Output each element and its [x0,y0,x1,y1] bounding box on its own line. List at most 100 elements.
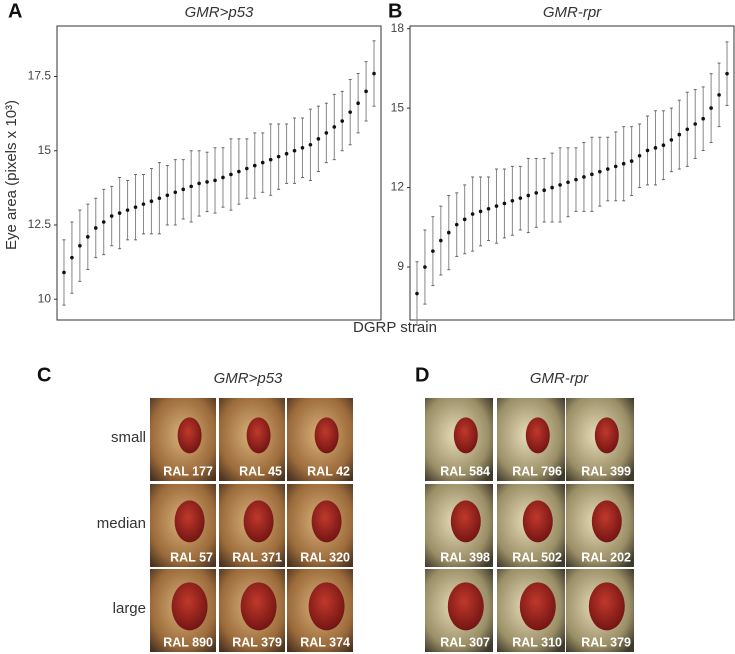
strain-label: RAL 310 [512,635,562,649]
mean-point [86,235,90,239]
fly-eye [591,500,622,543]
mean-point [260,160,265,165]
mean-point [685,127,690,132]
fly-eye [594,417,619,454]
plot-frame [409,25,735,321]
panel-letter: A [8,0,22,22]
y-tick-label: 12.5 [28,217,52,231]
mean-point [526,193,531,198]
mean-point [125,208,130,212]
mean-point [221,175,225,180]
mean-point [709,106,713,110]
mean-point [62,270,66,275]
mean-point [109,214,114,218]
mean-point [542,188,546,193]
strain-label: RAL 57 [170,550,213,564]
strain-label: RAL 371 [232,550,282,564]
y-tick-label: 15 [391,100,405,114]
strain-label: RAL 399 [581,464,631,478]
fly-eye [311,500,342,543]
mean-point [725,71,729,76]
mean-point [582,175,586,179]
fly-eye [519,582,556,631]
mean-point [717,93,721,97]
strain-label: RAL 379 [232,635,282,649]
fly-eye [588,582,625,631]
y-tick-label: 10 [38,291,52,305]
panel-title: GMR-rpr [543,4,602,21]
mean-point [133,205,138,209]
mean-point [173,190,178,195]
mean-point [364,89,368,94]
mean-point [669,138,674,142]
fly-eye [243,500,274,543]
mean-point [157,196,162,201]
strain-label: RAL 320 [300,550,350,564]
y-tick-label: 15 [38,143,52,157]
mean-point [645,148,650,153]
strain-label: RAL 398 [440,550,490,564]
y-tick-label: 17.5 [28,69,52,83]
mean-point [189,184,193,189]
mean-point [268,157,273,162]
x-axis-label: DGRP strain [353,319,437,336]
mean-point [205,180,209,184]
mean-point [677,132,682,137]
mean-point [292,148,297,153]
mean-point [653,146,658,150]
y-axis-label: Eye area (pixels x 10³) [3,100,20,250]
mean-point [534,191,539,195]
strain-label: RAL 379 [581,635,631,649]
mean-point [439,238,443,243]
fly-eye [171,582,208,631]
fly-eye [450,500,481,543]
strain-label: RAL 890 [163,635,213,649]
mean-point [372,71,376,76]
mean-point [229,172,233,177]
mean-point [566,180,570,185]
mean-point [213,178,217,183]
fly-eye [240,582,277,631]
mean-point [300,145,305,150]
y-tick-label: 12 [391,180,405,194]
mean-point [276,154,281,159]
mean-point [590,172,594,177]
mean-point [101,220,106,224]
mean-point [117,211,122,215]
mean-point [478,209,483,214]
mean-point [605,167,610,171]
mean-point [510,199,515,203]
mean-point [245,166,249,171]
strain-label: RAL 177 [163,464,213,478]
fly-eye [522,500,553,543]
mean-point [141,202,146,206]
mean-point [661,143,666,147]
plot-frame [56,25,382,321]
mean-point [78,243,82,248]
strain-label: RAL 202 [581,550,631,564]
mean-point [316,137,321,141]
mean-point [462,217,467,222]
fly-eye [174,500,205,543]
mean-point [332,125,337,129]
fly-eye [525,417,550,454]
mean-point [494,204,499,208]
mean-point [93,226,98,230]
mean-point [181,187,186,192]
mean-point [348,110,352,114]
fly-eye [314,417,339,454]
mean-point [693,122,698,126]
row-label: small [111,429,146,446]
fly-eye [308,582,345,631]
mean-point [518,196,523,200]
mean-point [574,177,578,182]
mean-point [550,185,554,190]
strain-label: RAL 307 [440,635,490,649]
strain-label: RAL 45 [239,464,282,478]
strain-label: RAL 374 [300,635,350,649]
mean-point [431,249,435,253]
strain-label: RAL 796 [512,464,562,478]
row-label: large [113,600,146,617]
panel-letter: C [37,364,51,386]
strain-label: RAL 42 [307,464,350,478]
